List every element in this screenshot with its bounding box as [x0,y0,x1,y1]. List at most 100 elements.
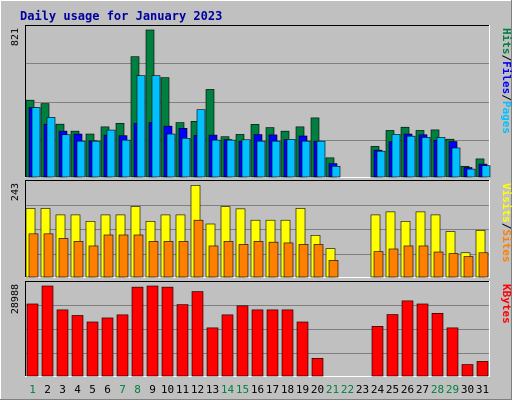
day-label-24: 24 [371,383,385,396]
bar-pages-day-31 [481,165,491,178]
day-label-3: 3 [59,383,66,396]
axis-max-label: 28988 [10,284,21,314]
bar-kbytes-day-8 [131,286,144,377]
bar-pages-day-2 [46,117,56,178]
bar-sites-day-14 [223,241,234,278]
bar-sites-day-17 [268,241,279,278]
day-label-13: 13 [206,383,219,396]
day-label-26: 26 [401,383,414,396]
bar-sites-day-28 [433,251,444,278]
day-label-12: 12 [191,383,204,396]
side-legend-part: KBytes [500,284,512,324]
bar-kbytes-day-10 [161,286,174,377]
bar-sites-day-3 [58,238,69,278]
bar-pages-day-1 [31,107,41,178]
day-label-17: 17 [266,383,279,396]
side-legend-label: Visits/Sites [500,183,512,263]
bar-kbytes-day-14 [221,314,234,377]
bar-sites-day-12 [193,219,204,278]
side-legend-part: Hits [500,28,512,55]
day-label-25: 25 [386,383,399,396]
bar-kbytes-day-20 [311,357,324,377]
bar-sites-day-2 [43,233,54,278]
bar-pages-day-17 [271,140,281,178]
bar-pages-day-15 [241,139,251,178]
day-label-23: 23 [356,383,369,396]
side-legend-part: / [500,94,512,101]
bar-kbytes-day-16 [251,309,264,377]
bar-pages-day-28 [436,137,446,178]
bars-hits-files-pages [25,29,491,178]
bar-sites-day-7 [118,234,129,278]
bar-kbytes-day-4 [71,315,84,377]
bar-pages-day-5 [91,140,101,178]
day-label-1: 1 [29,383,36,396]
bar-pages-day-24 [376,150,386,178]
bar-kbytes-day-15 [236,305,249,377]
bar-kbytes-day-29 [446,327,459,377]
side-legend-part: Pages [500,101,512,134]
bar-sites-day-1 [28,233,39,278]
day-label-16: 16 [251,383,264,396]
bar-kbytes-day-13 [206,327,219,377]
bar-kbytes-day-26 [401,300,414,377]
bar-sites-day-6 [103,234,114,278]
axis-max-label: 243 [10,183,21,201]
day-label-9: 9 [149,383,156,396]
bars-kbytes [26,285,489,377]
panel-kbytes: 28988 KBytes [10,281,512,377]
bar-sites-day-8 [133,234,144,278]
bar-pages-day-12 [196,109,206,178]
bar-pages-day-7 [121,139,131,178]
bar-pages-day-4 [76,140,86,178]
bar-kbytes-day-7 [116,314,129,377]
panel-visits-sites: 243 Visits/Sites [10,180,512,278]
bar-sites-day-19 [298,244,309,278]
bar-sites-day-16 [253,241,264,278]
panel-hits-files-pages: 821 Hits/Files/Pages [10,25,512,178]
bar-kbytes-day-17 [266,309,279,377]
day-label-8: 8 [134,383,141,396]
bar-pages-day-6 [106,129,116,178]
bar-kbytes-day-25 [386,314,399,377]
side-legend-label: KBytes [500,284,512,324]
bar-kbytes-day-19 [296,321,309,377]
bar-kbytes-day-30 [461,364,474,377]
bar-sites-day-24 [373,251,384,278]
bar-sites-day-20 [313,244,324,278]
bar-sites-day-10 [163,241,174,278]
bar-sites-day-30 [463,256,474,278]
chart-title: Daily usage for January 2023 [20,9,222,23]
day-label-7: 7 [119,383,126,396]
day-label-10: 10 [161,383,174,396]
day-label-30: 30 [461,383,474,396]
bar-kbytes-day-18 [281,309,294,377]
bar-kbytes-day-9 [146,285,159,377]
bar-kbytes-day-1 [26,303,39,377]
day-label-6: 6 [104,383,111,396]
day-label-21: 21 [326,383,339,396]
bar-sites-day-29 [448,253,459,278]
side-legend-part: Visits [500,183,512,223]
bar-kbytes-day-28 [431,312,444,377]
side-legend-part: / [500,223,512,230]
day-label-4: 4 [74,383,81,396]
bar-sites-day-13 [208,245,219,278]
day-label-29: 29 [446,383,459,396]
bar-pages-day-10 [166,133,176,178]
day-label-19: 19 [296,383,309,396]
day-label-2: 2 [44,383,51,396]
day-label-15: 15 [236,383,249,396]
axis-max-label: 821 [10,28,21,46]
bar-sites-day-27 [418,245,429,278]
bar-pages-day-18 [286,139,296,178]
bar-sites-day-15 [238,244,249,278]
bar-sites-day-9 [148,241,159,278]
bar-pages-day-3 [61,134,71,178]
day-label-27: 27 [416,383,429,396]
bar-sites-day-21 [328,260,339,278]
bar-sites-day-4 [73,241,84,278]
day-label-11: 11 [176,383,189,396]
